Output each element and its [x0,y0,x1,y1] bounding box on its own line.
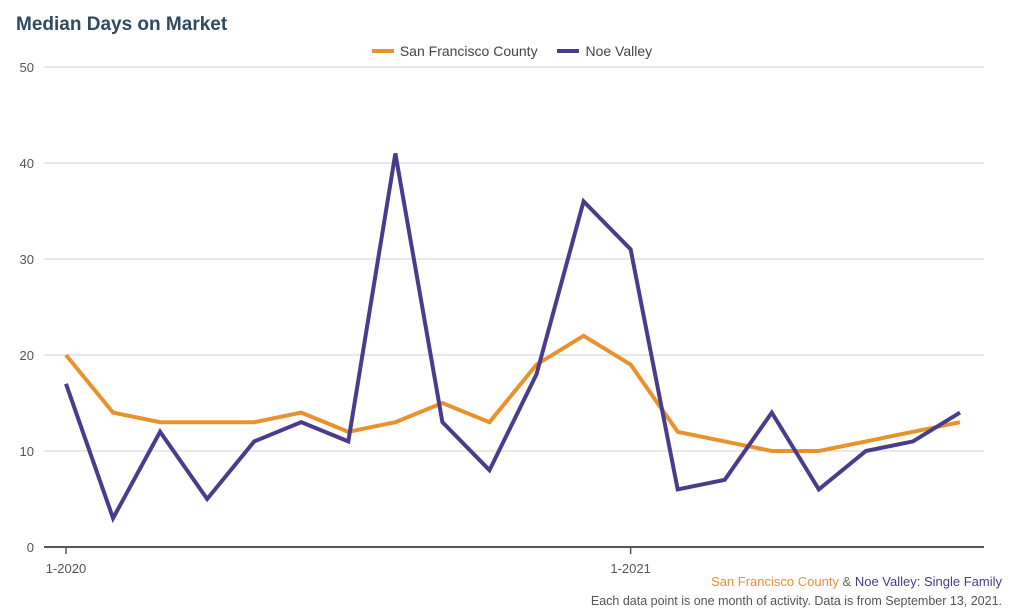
legend-swatch-san-francisco [371,49,394,53]
y-tick-label: 10 [20,444,34,459]
footer-suffix: : Single Family [916,574,1002,589]
y-tick-label: 20 [20,348,34,363]
footer-series2: Noe Valley [854,574,917,589]
x-tick-label: 1-2020 [46,561,86,576]
legend-item-san-francisco[interactable]: San Francisco County [371,43,538,59]
y-tick-label: 0 [27,540,34,555]
y-tick-label: 50 [20,60,34,75]
footer-subtitle: San Francisco County & Noe Valley: Singl… [711,574,1002,589]
legend: San Francisco County Noe Valley [0,40,1024,59]
chart-title: Median Days on Market [16,14,228,35]
y-tick-label: 30 [20,252,34,267]
legend-item-noe-valley[interactable]: Noe Valley [557,43,652,59]
footer-note: Each data point is one month of activity… [590,594,1002,608]
x-tick-label: 1-2021 [610,561,650,576]
footer-amp: & [838,574,855,589]
legend-label-noe-valley: Noe Valley [585,43,653,59]
footer-series1: San Francisco County [711,574,839,589]
y-tick-label: 40 [20,156,34,171]
legend-label-san-francisco: San Francisco County [399,43,538,59]
series-line-noe-valley [64,153,962,524]
legend-swatch-noe-valley [557,49,580,53]
series-line-san-francisco-county [64,333,961,453]
